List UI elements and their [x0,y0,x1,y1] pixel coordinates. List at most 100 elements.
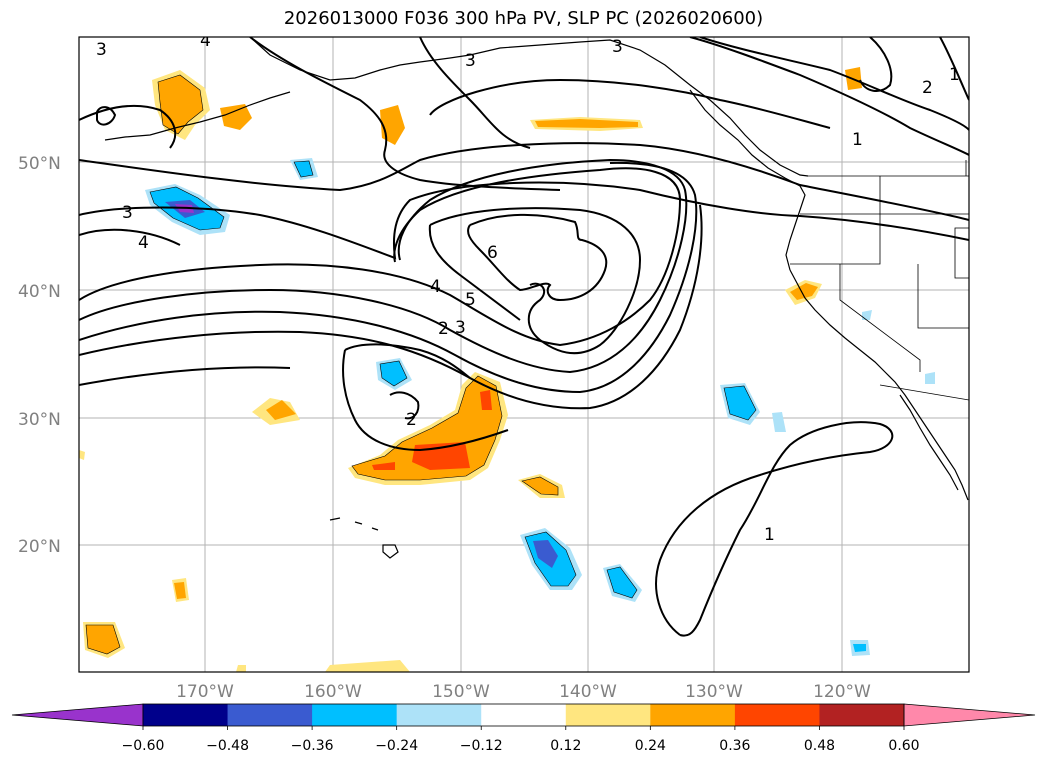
lat-label: 20°N [18,537,61,557]
colorbar-segment [481,704,567,726]
contour-label: 4 [430,277,441,297]
contour-line [79,161,698,394]
contour-line [79,181,969,260]
lon-label: 170°W [176,682,234,702]
pv-anomaly-patch [522,477,558,495]
alaska-coast [249,37,809,177]
pv-anomaly-patch [266,400,296,420]
pv-anomaly-patch [294,161,313,177]
pv-anomaly-patch [372,462,395,470]
colorbar-tick-label: −0.12 [460,738,503,754]
contour-line [859,37,893,92]
pv-anomaly-patch [480,390,492,410]
lon-label: 160°W [304,682,362,702]
contour-line [467,213,608,302]
colorbar-extend-high [903,703,1036,727]
contour-label: 2 [406,410,417,430]
contour-line [79,204,703,410]
pv-anomaly-patch [772,412,786,432]
lat-label: 40°N [18,282,61,302]
latitude-labels: 50°N 40°N 30°N 20°N [18,154,61,557]
contour-label: 2 [438,319,449,339]
contour-label: 3 [122,203,133,223]
contour-label: 3 [612,37,623,57]
contour-line [655,421,894,637]
lon-label: 140°W [559,682,617,702]
longitude-labels: 170°W 160°W 150°W 140°W 130°W 120°W [176,682,871,702]
contour-label: 1 [764,525,775,545]
pv-anomaly-patch [853,644,866,652]
colorbar-tick-label: −0.60 [122,738,165,754]
map-area [79,37,969,672]
pv-positive-shading [79,67,862,672]
contour-line [939,37,969,101]
pv-anomaly-patch [79,450,85,460]
colorbar-segment [650,704,736,726]
colorbar-tick-label: −0.36 [291,738,334,754]
contour-label: 3 [455,318,466,338]
colorbar: −0.60 −0.48 −0.36 −0.24 −0.12 0.12 0.24 0.36 0.4… [11,703,1036,754]
pv-anomaly-outlines [85,74,757,655]
pv-anomaly-patch [86,625,120,654]
map-title: 2026013000 F036 300 hPa PV, SLP PC (2026… [283,8,764,29]
colorbar-tick-label: 0.24 [635,738,666,754]
contour-labels: 3 3 3 3 4 2 1 1 6 5 4 3 2 2 1 4 [96,31,960,545]
pv-anomaly-patch [174,582,186,599]
us-west-coast [789,269,969,501]
lon-label: 130°W [685,682,743,702]
contour-line [79,167,682,347]
colorbar-outline [142,703,905,727]
slp-contours [79,37,969,637]
pv-anomaly-patch [925,372,935,384]
colorbar-tick-label: 0.48 [804,738,835,754]
colorbar-tick-label: 0.60 [888,738,919,754]
contour-line [96,106,117,126]
contour-label: 1 [949,65,960,85]
contour-label: 4 [200,31,211,51]
pv-anomaly-patch [220,104,252,130]
hawaii-islands [329,517,399,559]
lon-label: 120°W [813,682,871,702]
contour-label: 5 [465,290,476,310]
contour-label: 1 [852,130,863,150]
pv-anomaly-patch [862,310,872,320]
colorbar-tick-label: −0.48 [206,738,249,754]
contour-line [249,37,561,191]
colorbar-segment [734,704,820,726]
contour-label: 4 [138,233,149,253]
contour-line [419,37,831,149]
contour-label: 3 [96,40,107,60]
contour-label: 3 [465,51,476,71]
pv-anomaly-patch [790,283,818,300]
colorbar-segment [227,704,313,726]
lat-label: 30°N [18,410,61,430]
pv-anomaly-patch [236,665,246,672]
contour-line [342,343,509,452]
colorbar-segment [819,704,905,726]
pv-anomaly-patch [535,119,638,128]
colorbar-tick-label: −0.24 [375,738,418,754]
colorbar-segment [565,704,651,726]
colorbar-segment [143,704,229,726]
pv-anomaly-patch [607,567,637,598]
contour-line [689,37,969,156]
lat-label: 50°N [18,154,61,174]
colorbar-tick-label: 0.12 [550,738,581,754]
pv-anomaly-patch [380,361,407,386]
coastlines [104,37,969,559]
colorbar-segment [396,704,482,726]
pv-negative-shading [145,158,935,656]
lon-label: 150°W [432,682,490,702]
colorbar-segment [312,704,398,726]
pv-anomaly-patch [325,660,410,672]
pv-anomaly-patch [533,540,558,568]
map-border [78,36,970,673]
contour-line [79,158,688,374]
contour-label: 2 [922,78,933,98]
pv-anomaly-patch [412,442,470,470]
colorbar-tick-label: 0.36 [719,738,750,754]
colorbar-extend-low [11,703,144,727]
contour-label: 6 [487,243,498,263]
aleutian-islands [104,91,291,141]
